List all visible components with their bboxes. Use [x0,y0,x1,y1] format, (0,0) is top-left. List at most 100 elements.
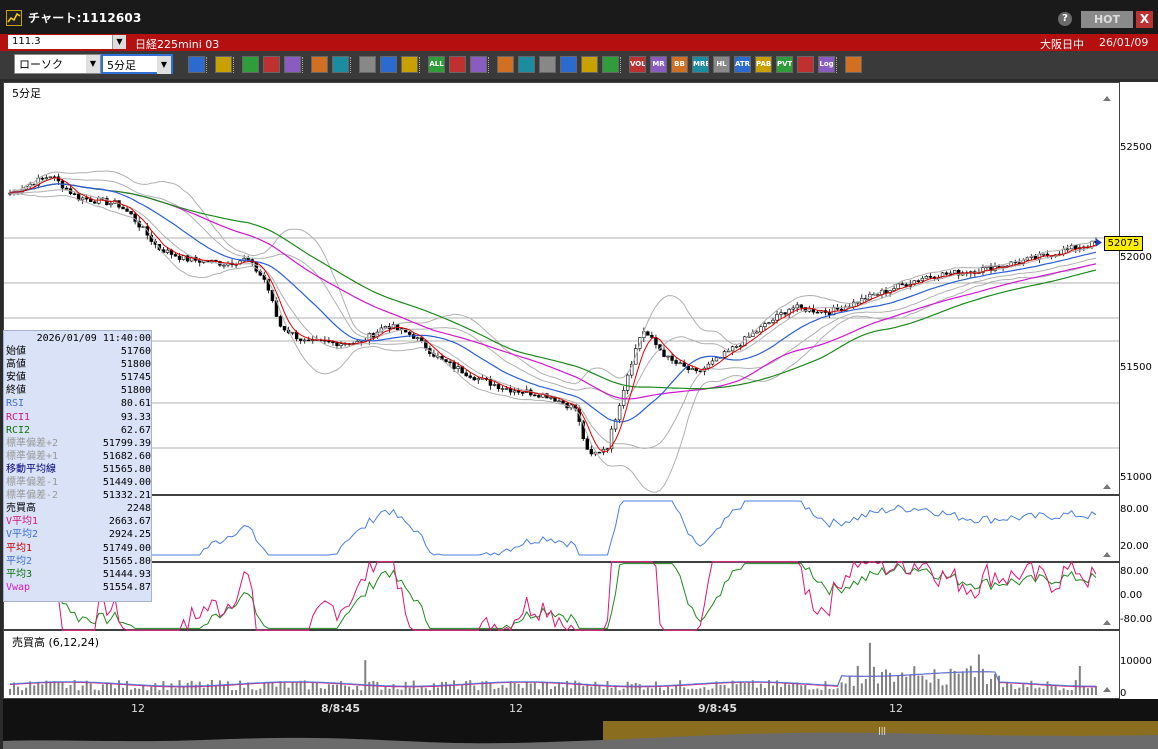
volume-bar [913,666,916,695]
volume-bar [1062,688,1065,695]
volume-bar [327,684,330,695]
color-icon[interactable] [497,56,514,73]
volume-bar [1006,682,1009,695]
volume-bar [763,688,766,695]
volume-bar [772,685,774,695]
trend-icon[interactable] [263,56,280,73]
candle1-icon[interactable] [380,56,397,73]
data-window-value: 93.33 [120,411,151,423]
symbol-code-input[interactable]: 111.3 ▼ [8,35,126,49]
volume-bar [957,673,960,695]
volume-bar [150,686,153,695]
volume-bar [384,685,387,695]
help-button[interactable]: ? [1058,12,1072,26]
cursor-icon[interactable] [284,56,301,73]
chart-type-select[interactable]: ローソク ▼ [14,54,101,74]
arrow-icon[interactable] [311,56,328,73]
info-icon[interactable] [602,56,619,73]
draw-icon[interactable] [242,56,259,73]
volume-bar [279,681,282,695]
all-icon[interactable]: ALL [428,56,445,73]
settings-icon[interactable] [449,56,466,73]
volume-bar [130,689,133,695]
crosshair-icon[interactable] [215,56,232,73]
volume-bar [574,680,577,695]
volume-bar [154,683,157,695]
hot-button[interactable]: HOT [1081,11,1133,28]
volume-bar [897,675,900,695]
candle-body [416,337,420,339]
order-icon[interactable] [518,56,535,73]
chart-scrollbar[interactable]: ||| [3,719,1158,749]
volume-bar [1034,688,1037,695]
hl-icon[interactable]: HL [713,56,730,73]
period-select[interactable]: 5分足 ▼ [101,54,173,74]
volume-bar [969,665,972,695]
scroll-grip-icon[interactable]: ||| [878,726,886,735]
bb-icon[interactable]: BB [671,56,688,73]
candle-body [767,322,771,324]
data-window-row: 平均3 51444.93 [6,568,151,581]
memo-icon[interactable] [332,56,349,73]
candle-body [916,280,921,282]
panel-scroll-arrow-icon[interactable] [1103,687,1111,692]
candle-body [420,337,424,341]
panel-scroll-arrow-icon[interactable] [1103,552,1111,557]
toolbar-separator [620,57,623,73]
x-tick-label: 8/8:45 [321,702,361,715]
search-icon[interactable] [539,56,556,73]
volume-bar [808,689,811,695]
rsi-tick-label: 20.00 [1120,541,1149,552]
candle2-icon[interactable] [401,56,418,73]
volume-bar [311,682,314,695]
volume-bar [751,680,754,695]
data-window-row: RSI 80.61 [6,397,151,410]
volume-bar [331,684,334,695]
data-window-row: V平均2 2924.25 [6,528,151,541]
data-window-value: 62.67 [120,424,151,436]
panel-scroll-arrow-icon[interactable] [1103,96,1111,101]
chevron-down-icon[interactable]: ▼ [86,55,100,73]
pvt-icon[interactable]: PVT [776,56,793,73]
chevron-down-icon[interactable]: ▼ [112,35,126,49]
volume-bar [739,682,742,695]
volume-bar [505,687,508,695]
candle-body [189,256,194,262]
bars-icon[interactable] [560,56,577,73]
paba-icon[interactable]: PABA [755,56,772,73]
y-tick-label: 52000 [1120,252,1152,263]
panel-scroll-arrow-icon[interactable] [1103,620,1111,625]
mr-icon[interactable]: MR [650,56,667,73]
marks-icon[interactable] [581,56,598,73]
x-tick-label: 9/8:45 [698,702,738,715]
print-icon[interactable] [359,56,376,73]
window-title: チャート:1112603 [28,11,142,25]
vol-icon[interactable]: VOL [629,56,646,73]
chevron-down-icon[interactable]: ▼ [157,56,171,74]
volume-bar [675,684,678,695]
mre-icon[interactable]: MRE [692,56,709,73]
volume-bar [578,682,581,695]
close-button[interactable]: X [1136,11,1153,28]
window-icon[interactable] [797,56,814,73]
volume-bar [227,681,229,695]
toolbar-separator [206,57,209,73]
chart-area[interactable]: 5分足 売買高 (6,12,24) [3,82,1120,699]
volume-bar [255,690,258,695]
tools-icon[interactable] [470,56,487,73]
export-icon[interactable] [845,56,862,73]
candle-body [109,202,113,206]
volume-bar [1050,685,1053,695]
chart-canvas [4,96,1119,695]
volume-bar [719,684,722,695]
atr-icon[interactable]: ATR [734,56,751,73]
volume-bar [998,675,1001,695]
zoom-icon[interactable] [188,56,205,73]
panel-scroll-arrow-icon[interactable] [1103,484,1111,489]
volume-bar [118,680,120,695]
candle-body [129,211,133,215]
volume-avg1-line [9,671,1096,688]
volume-bar [271,683,274,695]
volume-bar [275,686,278,695]
log-icon[interactable]: Log [818,56,835,73]
